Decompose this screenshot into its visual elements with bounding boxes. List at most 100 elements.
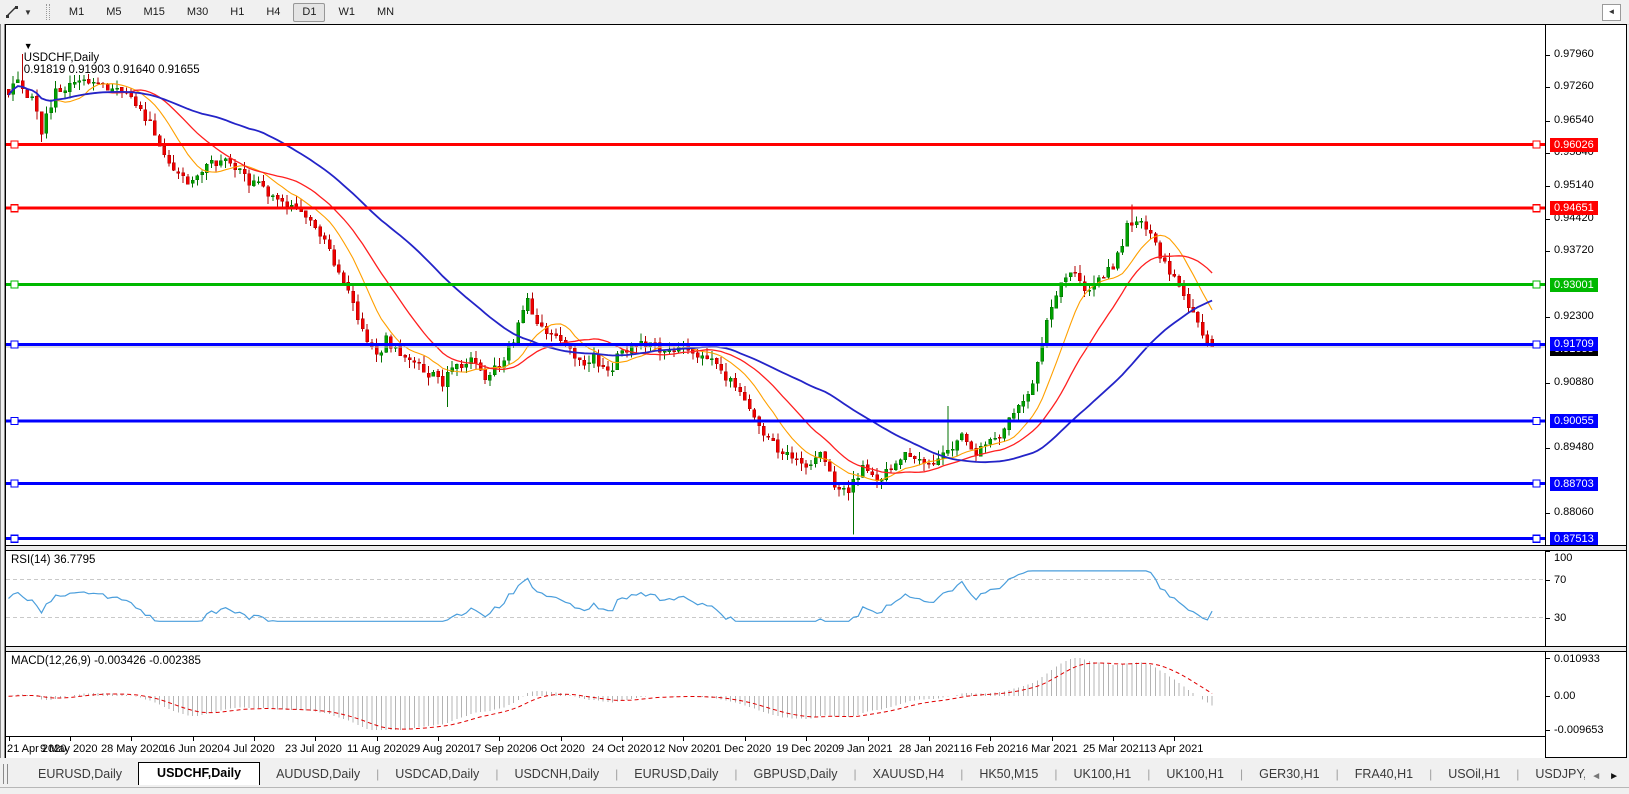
hline-price-label-0.93001[interactable]: 0.93001: [1550, 278, 1598, 292]
hline-handle[interactable]: [10, 479, 19, 488]
candle-body: [219, 160, 223, 166]
tab-uk100-h1[interactable]: UK100,H1: [1073, 767, 1132, 781]
candle-body: [1111, 266, 1115, 270]
main-chart-canvas[interactable]: [6, 25, 1545, 545]
macd-panel-canvas[interactable]: [6, 652, 1545, 736]
timeframe-button-m30[interactable]: M30: [186, 5, 209, 18]
tab-hk50-m15[interactable]: HK50,M15: [979, 767, 1039, 781]
chart-ohlc-values: 0.91819 0.91903 0.91640 0.91655: [23, 64, 200, 76]
hline-handle[interactable]: [1532, 280, 1541, 289]
hline-handle[interactable]: [10, 534, 19, 543]
tab-usdcad-daily[interactable]: USDCAD,Daily: [395, 767, 480, 781]
line-tool-icon[interactable]: [0, 4, 22, 20]
hline-handle[interactable]: [1532, 416, 1541, 426]
hline-handle[interactable]: [1532, 340, 1541, 349]
date-tick-mark: [377, 737, 378, 741]
hline-handle[interactable]: [1532, 204, 1541, 213]
candle-body: [856, 477, 860, 480]
tab-gbpusd-daily[interactable]: GBPUSD,Daily: [753, 767, 838, 781]
price-tick-label: 0.92300: [1554, 310, 1594, 322]
hline-handle[interactable]: [1532, 479, 1541, 488]
hline-handle[interactable]: [1532, 140, 1541, 149]
candle-body: [204, 163, 209, 173]
tab-xauusd-h4[interactable]: XAUUSD,H4: [872, 767, 945, 781]
tab-usdcnh-daily[interactable]: USDCNH,Daily: [514, 767, 600, 781]
macd-signal-line: [8, 662, 1213, 730]
hline-handle[interactable]: [1532, 534, 1541, 543]
candle-body: [459, 363, 464, 368]
hline-price-label-0.96026[interactable]: 0.96026: [1550, 138, 1598, 152]
timeframe-button-m15[interactable]: M15: [143, 5, 165, 18]
tool-dropdown-caret-icon[interactable]: ▼: [24, 7, 32, 17]
tab-usoil-h1[interactable]: USOil,H1: [1448, 767, 1501, 781]
hline-handle[interactable]: [10, 416, 19, 426]
candle-body: [672, 350, 676, 352]
tab-separator: |: [615, 767, 619, 781]
tab-usdchf-daily[interactable]: USDCHF,Daily: [138, 762, 261, 785]
hline-price-label-0.87513[interactable]: 0.87513: [1550, 532, 1598, 546]
tab-fra40-h1[interactable]: FRA40,H1: [1354, 767, 1414, 781]
candle-body: [710, 358, 714, 361]
candle-body: [719, 363, 723, 371]
macd-axis-label: -0.009653: [1554, 724, 1604, 736]
timeframe-button-m5[interactable]: M5: [106, 5, 122, 18]
tab-ger30-h1[interactable]: GER30,H1: [1259, 767, 1320, 781]
candle-body: [77, 80, 82, 83]
tab-eurusd-daily[interactable]: EURUSD,Daily: [634, 767, 719, 781]
candle-body: [743, 391, 747, 401]
hline-handle[interactable]: [10, 340, 19, 349]
candle-body: [1130, 222, 1134, 226]
candle-body: [138, 104, 143, 109]
tab-audusd-daily[interactable]: AUDUSD,Daily: [276, 767, 361, 781]
date-tick-mark: [868, 737, 869, 741]
window-left-grip[interactable]: [0, 24, 5, 758]
timeframe-button-m1[interactable]: M1: [68, 5, 85, 18]
hline-price-label-0.91709[interactable]: 0.91709: [1550, 337, 1598, 351]
candle-body: [1012, 412, 1016, 419]
hline-price-label-0.90055[interactable]: 0.90055: [1550, 414, 1598, 428]
rsi-panel-canvas[interactable]: [6, 551, 1545, 646]
candle-body: [1064, 277, 1068, 282]
tab-scroll-left-button[interactable]: ◄: [1591, 771, 1602, 782]
candle-body: [1059, 282, 1063, 297]
timeframe-button-d1[interactable]: D1: [293, 2, 326, 22]
hline-handle[interactable]: [10, 140, 19, 149]
tab-scroll-arrows: ◄ ►: [1585, 771, 1629, 785]
symbol-caret-icon[interactable]: ▼: [23, 41, 33, 51]
tab-eurusd-daily[interactable]: EURUSD,Daily: [38, 767, 123, 781]
hline-price-label-0.94651[interactable]: 0.94651: [1550, 201, 1598, 215]
candle-body: [903, 451, 908, 460]
tabbar-grip[interactable]: [3, 764, 8, 784]
hline-price-label-0.88703[interactable]: 0.88703: [1550, 477, 1598, 491]
candle-body: [1106, 267, 1111, 278]
date-axis[interactable]: 21 Apr 2020 9 May 2020 28 May 2020 16 Jun 2…: [6, 736, 1545, 758]
candle-body: [304, 210, 308, 218]
candle-body: [134, 96, 138, 106]
panel-splitter[interactable]: [6, 545, 1626, 551]
timeframe-button-h1[interactable]: H1: [230, 5, 245, 18]
timeframe-button-mn[interactable]: MN: [376, 5, 395, 18]
toolbar-overflow-button[interactable]: ◄: [1602, 4, 1621, 21]
candle-body: [747, 399, 752, 410]
rsi-axis-label: 70: [1554, 574, 1567, 586]
candle-body: [91, 81, 96, 84]
candle-body: [964, 433, 969, 442]
tab-uk100-h1[interactable]: UK100,H1: [1166, 767, 1224, 781]
panel-splitter[interactable]: [6, 646, 1626, 652]
hline-handle[interactable]: [10, 204, 19, 213]
candle-body: [1182, 285, 1186, 296]
axis-separator: [1545, 25, 1546, 757]
top-toolbar: ▼ M1 M5 M15 M30 H1 H4 D1 W1 MN ◄: [0, 0, 1629, 25]
candle-body: [813, 457, 818, 465]
candle-body: [875, 474, 879, 481]
candle-body: [1167, 260, 1172, 275]
date-label: 13 Apr 2021: [1144, 743, 1204, 755]
tab-usdjpy-h1[interactable]: USDJPY,H1: [1535, 767, 1585, 781]
candle-body: [313, 220, 318, 228]
timeframe-button-h4[interactable]: H4: [266, 5, 281, 18]
toolbar-grip[interactable]: [45, 4, 50, 20]
candle-body: [861, 465, 865, 478]
hline-handle[interactable]: [10, 280, 19, 289]
tab-scroll-right-button[interactable]: ►: [1609, 771, 1619, 782]
timeframe-button-w1[interactable]: W1: [338, 5, 355, 18]
